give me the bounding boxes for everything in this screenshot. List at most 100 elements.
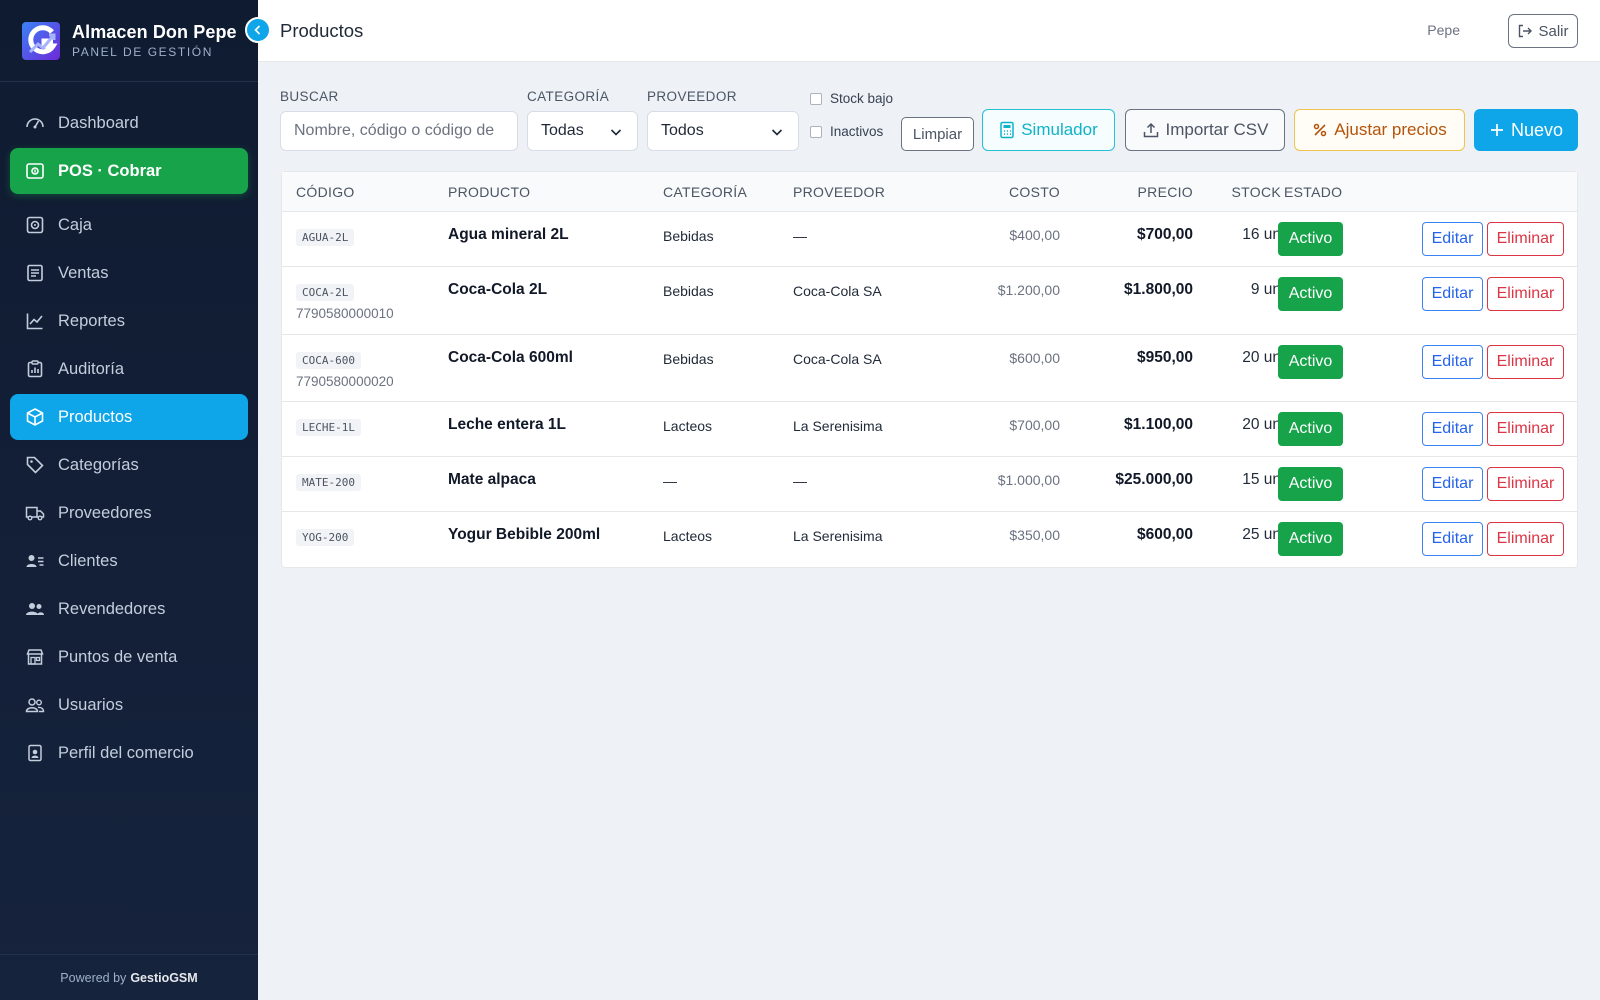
adjust-prices-label: Ajustar precios	[1334, 120, 1447, 139]
product-supplier: Coca-Cola SA	[793, 283, 882, 299]
column-header-status[interactable]: ESTADO	[1284, 184, 1343, 200]
status-badge: Activo	[1278, 522, 1343, 556]
checkbox-box[interactable]	[810, 92, 822, 105]
status-badge: Activo	[1278, 467, 1343, 501]
chart-line-icon	[24, 310, 46, 332]
sidebar-item-ventas[interactable]: Ventas	[10, 250, 248, 296]
delete-button[interactable]: Eliminar	[1487, 345, 1564, 379]
product-price: $1.800,00	[1124, 281, 1193, 298]
product-supplier: La Serenisima	[793, 528, 883, 544]
brand-subtitle: PANEL DE GESTIÓN	[72, 45, 213, 59]
product-name: Coca-Cola 2L	[448, 281, 548, 298]
column-header-code[interactable]: CÓDIGO	[296, 184, 355, 200]
sidebar-item-label: Clientes	[58, 551, 118, 570]
sidebar-item-productos[interactable]: Productos	[10, 394, 248, 440]
edit-button[interactable]: Editar	[1422, 467, 1483, 501]
sidebar-item-label: Usuarios	[58, 695, 124, 714]
edit-button[interactable]: Editar	[1422, 345, 1483, 379]
delete-button[interactable]: Eliminar	[1487, 222, 1564, 256]
delete-button[interactable]: Eliminar	[1487, 467, 1564, 501]
sidebar-item-perfil-comercio[interactable]: Perfil del comercio	[10, 730, 248, 776]
sidebar-item-categorias[interactable]: Categorías	[10, 442, 248, 488]
column-header-product[interactable]: PRODUCTO	[448, 184, 531, 200]
supplier-select-value: Todos	[661, 122, 704, 139]
column-header-cost[interactable]: COSTO	[1008, 184, 1060, 200]
sidebar-item-revendedores[interactable]: Revendedores	[10, 586, 248, 632]
sidebar-item-label: Productos	[58, 407, 133, 426]
table-row[interactable]: AGUA-2L Agua mineral 2L Bebidas — $400,0…	[282, 212, 1577, 267]
product-name: Agua mineral 2L	[448, 226, 569, 243]
badge-icon	[24, 742, 46, 764]
percent-icon	[1314, 123, 1327, 137]
product-category: Bebidas	[663, 283, 714, 299]
simulator-button[interactable]: Simulador	[982, 109, 1115, 151]
product-stock: 9 un	[1250, 281, 1281, 298]
edit-button[interactable]: Editar	[1422, 522, 1483, 556]
sidebar-item-dashboard[interactable]: Dashboard	[10, 100, 248, 146]
supplier-select[interactable]: Todos	[647, 111, 799, 151]
product-cost: $600,00	[1009, 350, 1060, 366]
product-name: Leche entera 1L	[448, 416, 567, 433]
sidebar-item-puntos-de-venta[interactable]: Puntos de venta	[10, 634, 248, 680]
sidebar-item-auditoria[interactable]: Auditoría	[10, 346, 248, 392]
product-code: MATE-200	[296, 474, 361, 491]
new-product-button[interactable]: Nuevo	[1474, 109, 1578, 151]
checkbox-box[interactable]	[810, 125, 822, 138]
product-barcode: 7790580000020	[296, 374, 394, 389]
sidebar-item-proveedores[interactable]: Proveedores	[10, 490, 248, 536]
product-code: AGUA-2L	[296, 229, 355, 246]
edit-button[interactable]: Editar	[1422, 222, 1483, 256]
adjust-prices-button[interactable]: Ajustar precios	[1294, 109, 1465, 151]
product-price: $950,00	[1136, 349, 1193, 366]
people-icon	[24, 598, 46, 620]
low-stock-checkbox[interactable]: Stock bajo	[810, 91, 893, 106]
sidebar-item-usuarios[interactable]: Usuarios	[10, 682, 248, 728]
clear-filters-button[interactable]: Limpiar	[901, 117, 974, 151]
products-table: CÓDIGO PRODUCTO CATEGORÍA PROVEEDOR COST…	[281, 171, 1578, 568]
sidebar-item-pos[interactable]: POS · Cobrar	[10, 148, 248, 194]
search-input[interactable]: Nombre, código o código de	[280, 111, 518, 151]
users-icon	[24, 694, 46, 716]
delete-button[interactable]: Eliminar	[1487, 412, 1564, 446]
column-header-category[interactable]: CATEGORÍA	[663, 184, 748, 200]
product-name: Coca-Cola 600ml	[448, 349, 573, 366]
product-code: YOG-200	[296, 529, 355, 546]
logout-button[interactable]: Salir	[1508, 14, 1578, 48]
product-price: $25.000,00	[1115, 471, 1193, 488]
column-header-price[interactable]: PRECIO	[1137, 184, 1193, 200]
delete-button[interactable]: Eliminar	[1487, 522, 1564, 556]
sidebar-item-caja[interactable]: Caja	[10, 202, 248, 248]
table-row[interactable]: MATE-200 Mate alpaca — — $1.000,00 $25.0…	[282, 457, 1577, 512]
status-badge: Activo	[1278, 412, 1343, 446]
edit-button[interactable]: Editar	[1422, 412, 1483, 446]
simulator-label: Simulador	[1021, 120, 1098, 139]
brand-name: Almacen Don Pepe	[72, 22, 237, 42]
table-row[interactable]: COCA-2L 7790580000010 Coca-Cola 2L Bebid…	[282, 267, 1577, 335]
sidebar-item-reportes[interactable]: Reportes	[10, 298, 248, 344]
product-price: $600,00	[1136, 526, 1193, 543]
search-label: BUSCAR	[280, 89, 339, 104]
cash-register-icon	[24, 160, 46, 182]
column-header-supplier[interactable]: PROVEEDOR	[793, 184, 886, 200]
footer-brand[interactable]: GestioGSM	[130, 970, 198, 985]
product-cost: $1.200,00	[997, 282, 1060, 298]
import-csv-label: Importar CSV	[1165, 120, 1269, 139]
edit-button[interactable]: Editar	[1422, 277, 1483, 311]
category-select-value: Todas	[541, 122, 584, 139]
status-badge: Activo	[1278, 345, 1343, 379]
brand[interactable]: Almacen Don Pepe PANEL DE GESTIÓN	[0, 0, 258, 82]
column-header-stock[interactable]: STOCK	[1231, 184, 1281, 200]
table-header: CÓDIGO PRODUCTO CATEGORÍA PROVEEDOR COST…	[282, 172, 1577, 212]
receipt-icon	[24, 262, 46, 284]
inactive-checkbox[interactable]: Inactivos	[810, 124, 883, 139]
sidebar-item-label: Revendedores	[58, 599, 166, 618]
table-row[interactable]: YOG-200 Yogur Bebible 200ml Lacteos La S…	[282, 512, 1577, 567]
gauge-icon	[24, 112, 46, 134]
import-csv-button[interactable]: Importar CSV	[1125, 109, 1285, 151]
category-select[interactable]: Todas	[527, 111, 638, 151]
delete-button[interactable]: Eliminar	[1487, 277, 1564, 311]
sidebar-item-clientes[interactable]: Clientes	[10, 538, 248, 584]
sidebar-collapse-button[interactable]	[245, 17, 271, 43]
table-row[interactable]: LECHE-1L Leche entera 1L Lacteos La Sere…	[282, 402, 1577, 457]
table-row[interactable]: COCA-600 7790580000020 Coca-Cola 600ml B…	[282, 335, 1577, 402]
